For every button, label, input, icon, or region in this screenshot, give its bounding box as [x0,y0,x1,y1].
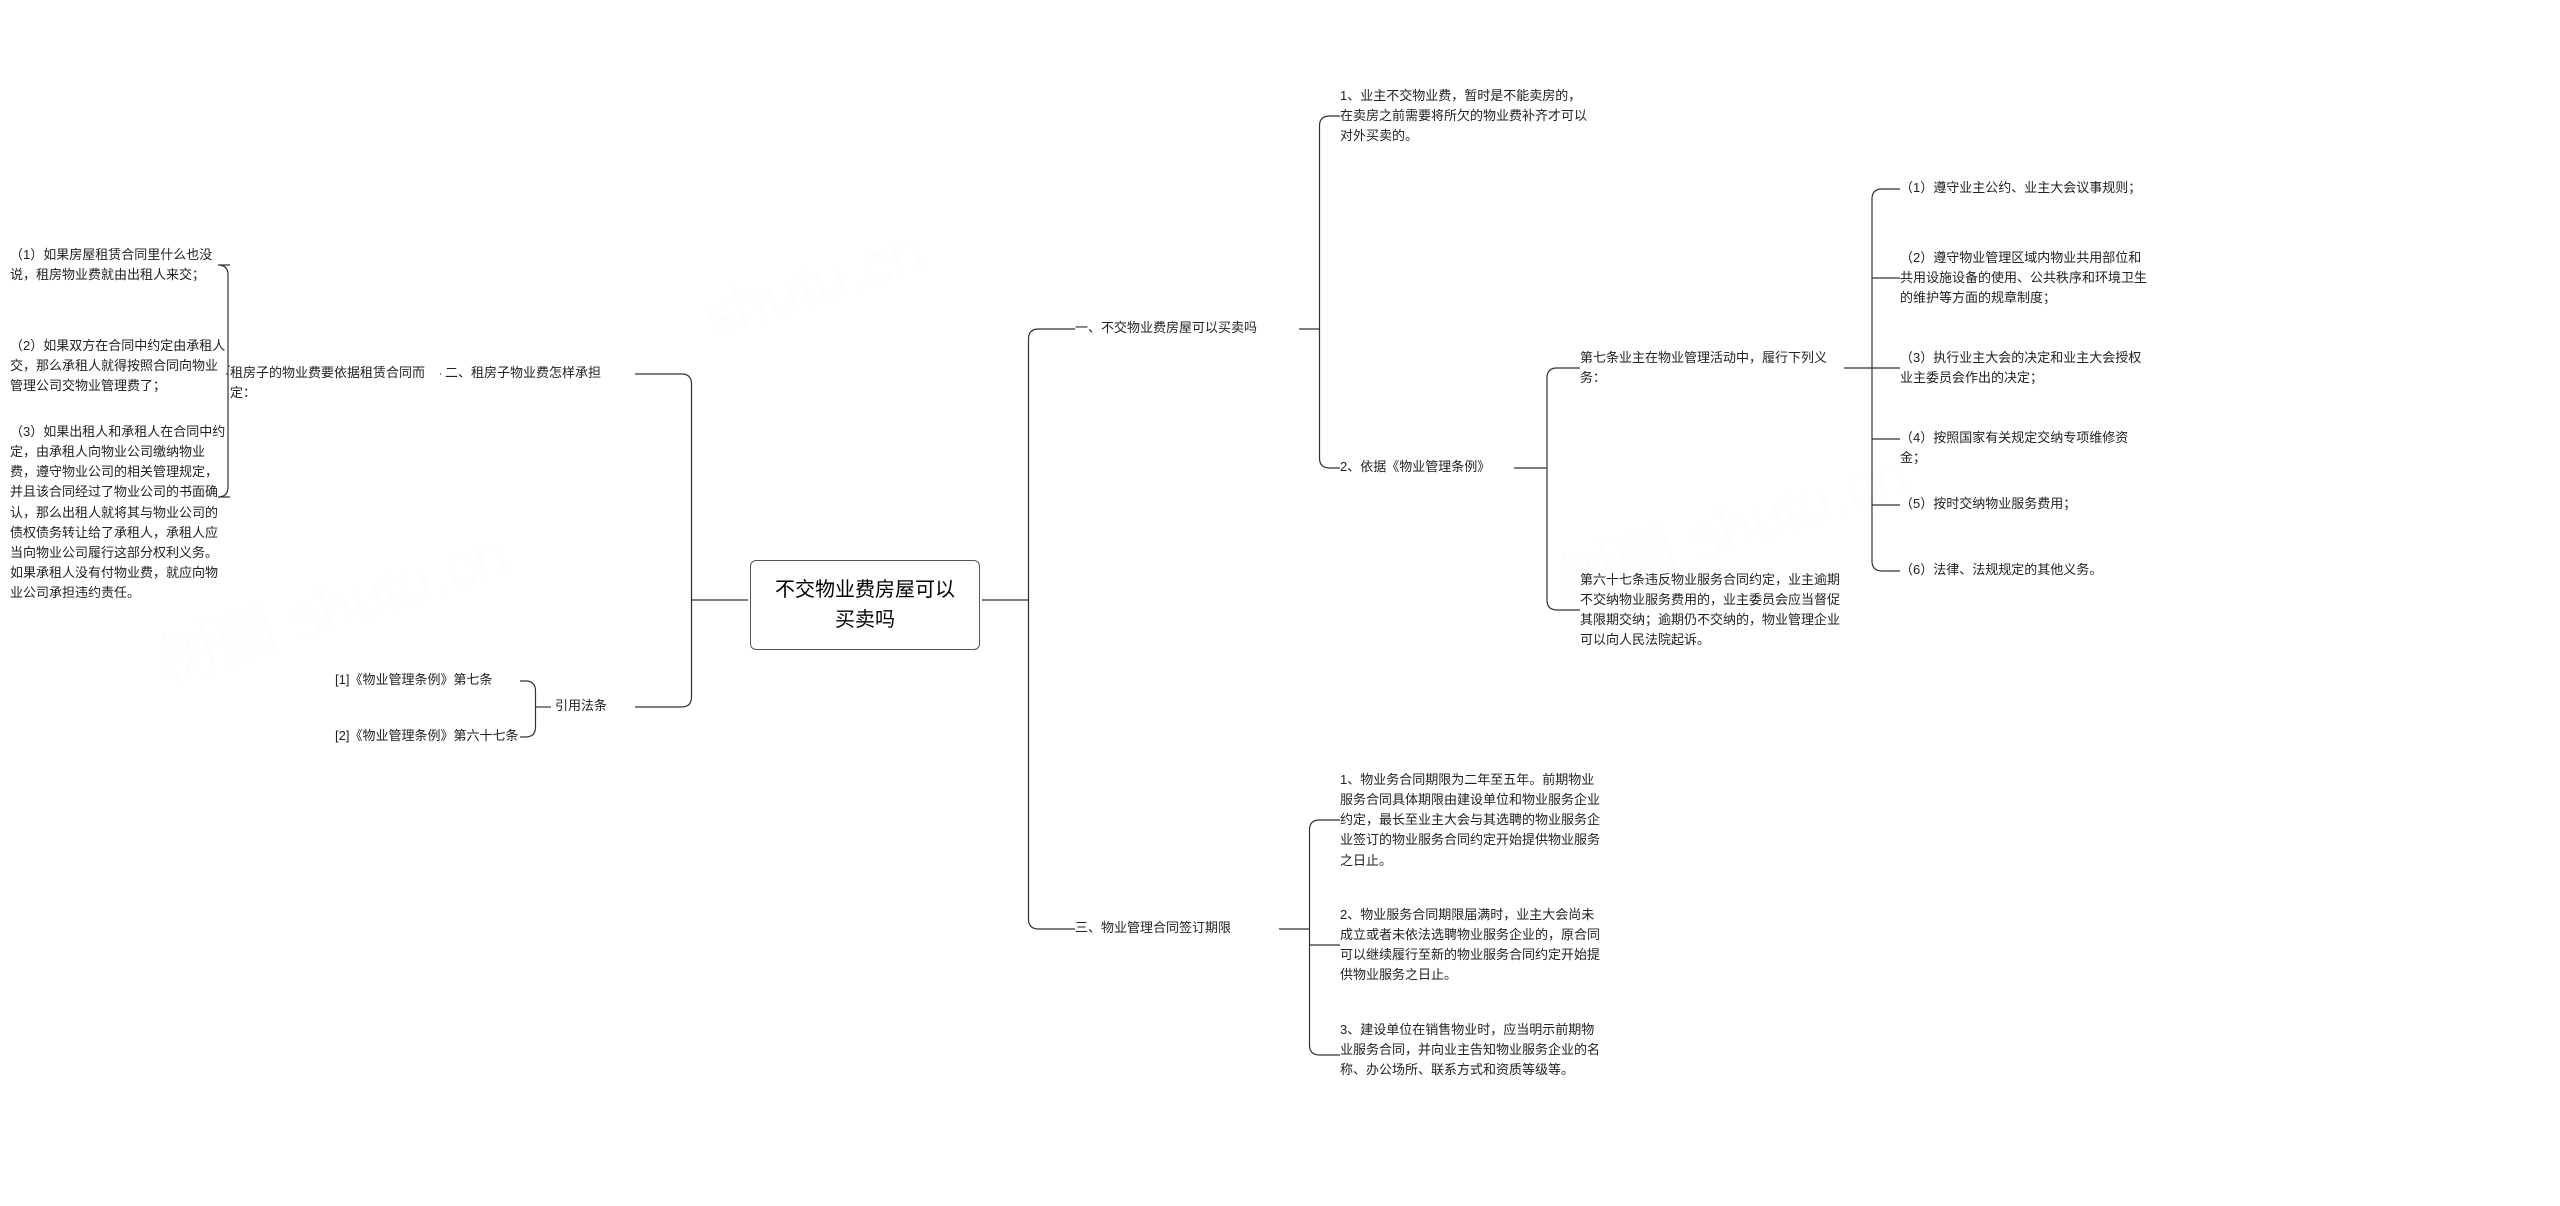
node: 1、业主不交物业费，暂时是不能卖房的，在卖房之前需要将所欠的物业费补齐才可以对外… [1340,86,1590,146]
connector-layer [0,0,2560,1206]
node: 租房子的物业费要依据租赁合同而定： [230,363,440,403]
node: （2）如果双方在合同中约定由承租人交，那么承租人就得按照合同向物业管理公司交物业… [10,336,230,396]
node: （3）执行业主大会的决定和业主大会授权业主委员会作出的决定； [1900,348,2150,388]
node: （2）遵守物业管理区域内物业共用部位和共用设施设备的使用、公共秩序和环境卫生的维… [1900,248,2150,308]
watermark: shutu.cn [695,217,932,353]
node: 3、建设单位在销售物业时，应当明示前期物业服务合同，并向业主告知物业服务企业的名… [1340,1020,1600,1080]
node: （5）按时交纳物业服务费用； [1900,494,2100,514]
node: 引用法条 [555,696,635,716]
mindmap-canvas: { "canvas": { "width": 2560, "height": 1… [0,0,2560,1206]
node: [2]《物业管理条例》第六十七条 [335,726,520,746]
node: 一、不交物业费房屋可以买卖吗 [1075,318,1295,338]
node: （1）如果房屋租赁合同里什么也没说，租房物业费就由出租人来交； [10,245,230,285]
node: 三、物业管理合同签订期限 [1075,918,1275,938]
node: 第七条业主在物业管理活动中，履行下列义务： [1580,348,1840,388]
root-node: 不交物业费房屋可以买卖吗 [750,560,980,650]
node: 2、依据《物业管理条例》 [1340,457,1510,477]
node: 第六十七条违反物业服务合同约定，业主逾期不交纳物业服务费用的，业主委员会应当督促… [1580,570,1840,651]
node: （3）如果出租人和承租人在合同中约定，由承租人向物业公司缴纳物业费，遵守物业公司… [10,422,230,603]
node: [1]《物业管理条例》第七条 [335,670,495,690]
node: （4）按照国家有关规定交纳专项维修资金； [1900,428,2150,468]
node: 1、物业务合同期限为二年至五年。前期物业服务合同具体期限由建设单位和物业服务企业… [1340,770,1600,871]
node: 2、物业服务合同期限届满时，业主大会尚未成立或者未依法选聘物业服务企业的，原合同… [1340,905,1600,986]
node: （6）法律、法规规定的其他义务。 [1900,560,2120,580]
node: 二、租房子物业费怎样承担 [445,363,635,383]
root-text: 不交物业费房屋可以买卖吗 [775,579,955,631]
node: （1）遵守业主公约、业主大会议事规则； [1900,178,2150,198]
